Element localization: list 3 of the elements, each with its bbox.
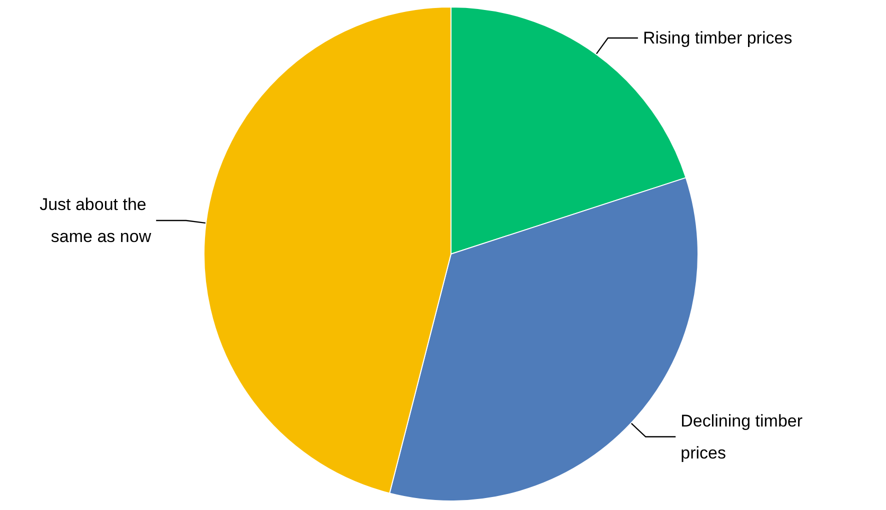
slice-label: Declining timber prices [680,411,808,462]
slice-label: Just about the same as now [40,195,152,246]
slice-label: Rising timber prices [642,28,792,48]
